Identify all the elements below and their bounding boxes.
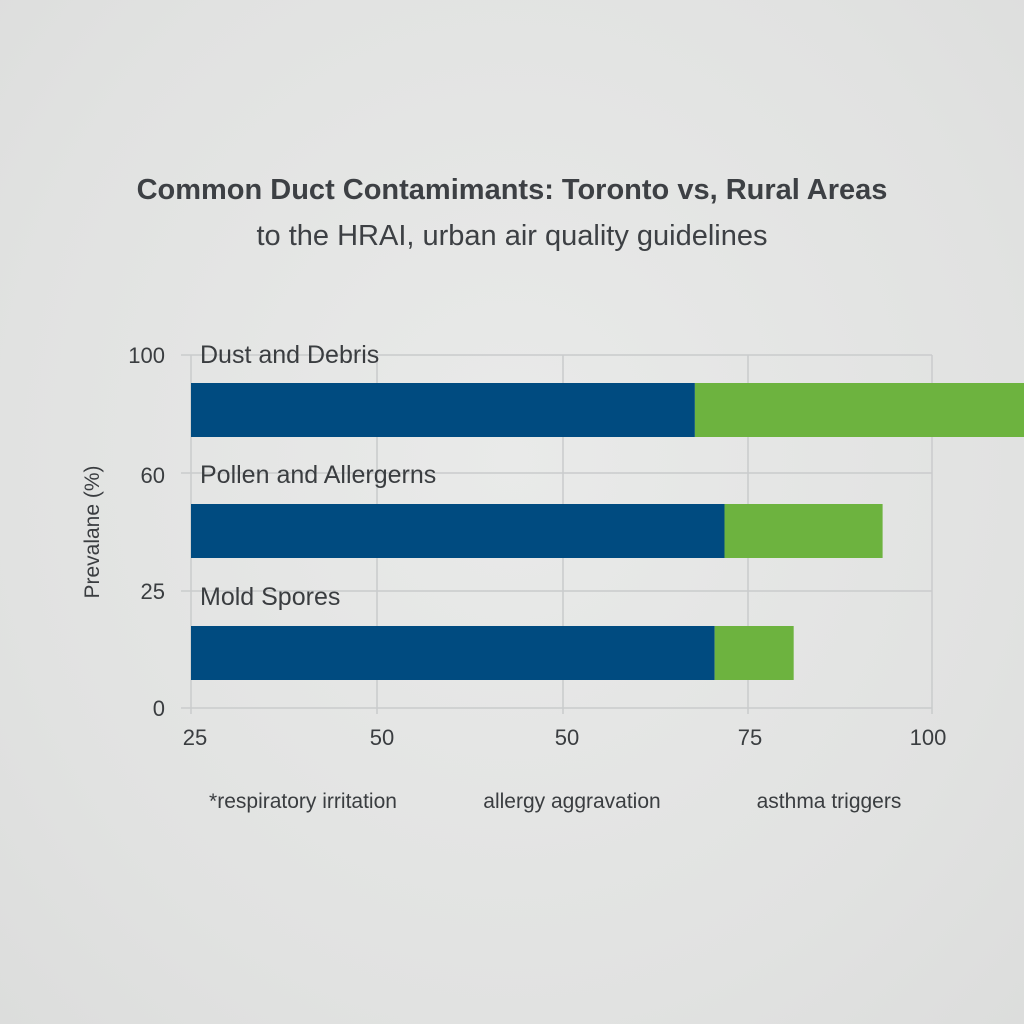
bars: [191, 383, 1024, 680]
bar-segment: [191, 383, 695, 437]
bar-segment: [694, 383, 1024, 437]
bar-segment: [191, 626, 715, 680]
annotations: *respiratory irritation allergy aggravati…: [209, 790, 901, 813]
x-tick-label: 75: [738, 725, 762, 750]
category-label: Mold Spores: [200, 583, 340, 611]
bar-segment: [714, 626, 794, 680]
y-tick-label: 100: [128, 343, 165, 368]
y-tick-label: 60: [141, 463, 165, 488]
bar-segment: [191, 504, 725, 558]
x-tick-label: 50: [555, 725, 579, 750]
y-tick-label: 25: [141, 579, 165, 604]
category-labels: Dust and Debris Pollen and Allergerns Mold…: [200, 341, 436, 611]
bar-segment: [724, 504, 883, 558]
chart-title: Common Duct Contamimants: Toronto vs, Ru…: [136, 174, 888, 206]
chart-subtitle: to the HRAI, urban air quality guideline…: [256, 220, 768, 252]
x-tick-label: 100: [910, 725, 947, 750]
y-axis-label: Prevalane (%): [81, 465, 104, 598]
category-label: Pollen and Allergerns: [200, 461, 436, 489]
annotation-label: *respiratory irritation: [209, 790, 397, 813]
y-tick-labels: 100 60 25 0: [128, 343, 165, 721]
annotation-label: asthma triggers: [757, 790, 902, 813]
annotation-label: allergy aggravation: [483, 790, 660, 813]
category-label: Dust and Debris: [200, 341, 379, 369]
x-tick-label: 25: [183, 725, 207, 750]
x-tick-label: 50: [370, 725, 394, 750]
y-tick-label: 0: [153, 696, 165, 721]
x-tick-labels: 25 50 50 75 100: [183, 725, 947, 750]
